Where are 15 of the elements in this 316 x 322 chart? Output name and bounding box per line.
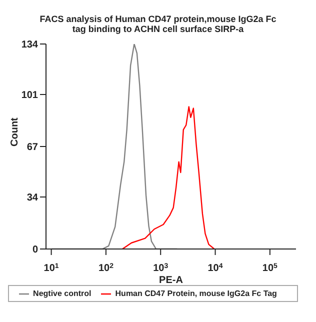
legend-label: Human CD47 Protein, mouse IgG2a Fc Tag	[115, 289, 277, 298]
y-tick-label: 67	[26, 142, 38, 154]
y-axis-title: Count	[10, 116, 21, 146]
y-tick-label: 34	[26, 192, 38, 204]
x-tick-label: 10$^{2}$	[98, 262, 114, 274]
x-tick-label: 10$^{5}$	[262, 262, 278, 274]
legend-label: Negtive control	[33, 289, 92, 298]
chart-title: FACS analysis of Human CD47 protein,mouse IgG2a Fc tag binding to ACHN cell surface SIRP-a	[38, 13, 278, 34]
x-tick-label: 10$^{1}$	[44, 262, 59, 274]
y-tick-label: 134	[21, 40, 38, 51]
y-tick-label: 101	[21, 90, 38, 102]
x-tick-label: 10$^{4}$	[208, 262, 223, 274]
y-tick-label: 0	[32, 244, 38, 256]
x-tick-label: 10$^{3}$	[153, 262, 168, 274]
x-axis-title: PE-A	[159, 275, 183, 286]
